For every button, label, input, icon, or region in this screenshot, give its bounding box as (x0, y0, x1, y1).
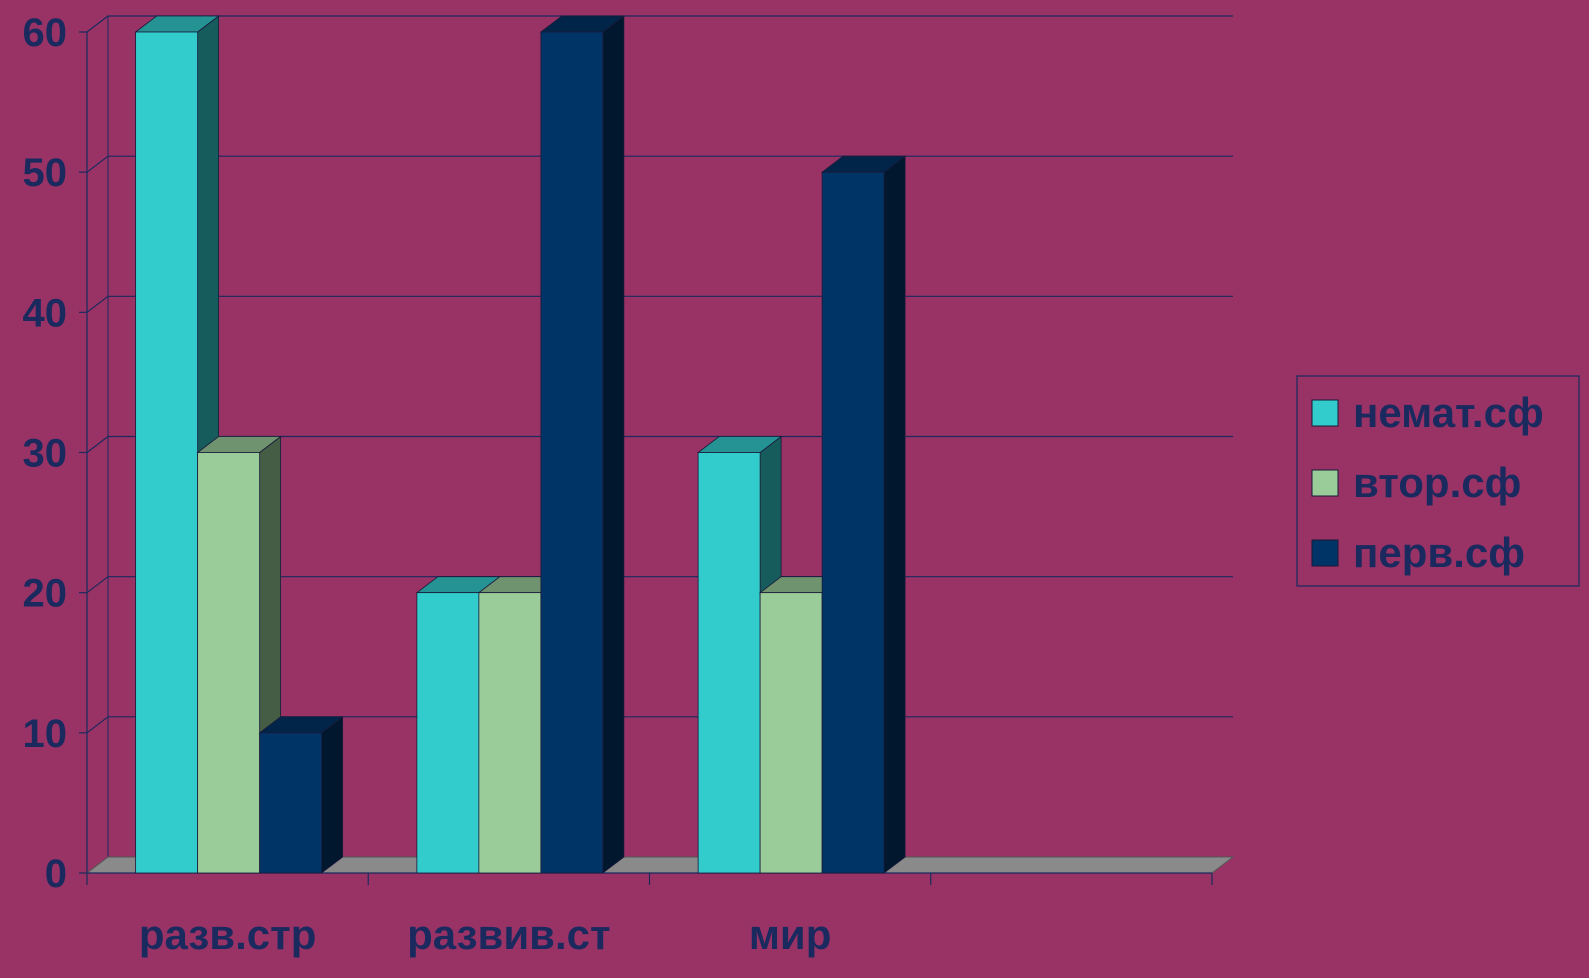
bar-front (540, 31, 604, 874)
x-axis-ticks: разв.стр развив.ст мир (86, 873, 1213, 958)
legend-box (1296, 375, 1580, 587)
bar-side (883, 155, 906, 874)
legend-swatch (1311, 469, 1339, 497)
bar-side (321, 716, 344, 874)
x-tick-label-1: развив.ст (407, 911, 610, 958)
bar-3-3 (820, 155, 907, 874)
bar-front (135, 31, 199, 874)
gridline-40 (86, 295, 1233, 313)
bar-1-3 (258, 716, 344, 874)
y-axis-ticks: 0 10 20 30 40 50 60 (23, 11, 87, 896)
bars (134, 15, 907, 874)
legend-item-1: немат.сф (1311, 389, 1544, 436)
legend-swatch (1311, 399, 1339, 427)
bar-front (759, 592, 823, 874)
x-tick-label-2: мир (749, 911, 832, 958)
legend-item-2: втор.сф (1311, 459, 1521, 506)
bar-side (602, 15, 625, 874)
y-tick-label-60: 60 (23, 11, 68, 55)
bar-front (197, 452, 261, 874)
bar-front (259, 732, 323, 874)
bar-front (697, 452, 761, 874)
bar-2-3 (539, 15, 626, 874)
bar-front (821, 171, 885, 874)
y-tick-label-40: 40 (23, 291, 68, 335)
y-tick-label-50: 50 (23, 151, 68, 195)
x-tick-label-0: разв.стр (139, 911, 316, 958)
legend-label: втор.сф (1353, 459, 1521, 506)
gridline-60 (86, 15, 1233, 33)
y-tick-label-0: 0 (45, 852, 67, 896)
legend-label: немат.сф (1353, 389, 1544, 436)
legend: немат.сф втор.сф перв.сф (1296, 375, 1580, 587)
legend-item-3: перв.сф (1311, 529, 1525, 576)
y-tick-label-30: 30 (23, 432, 68, 476)
gridlines (86, 15, 1233, 734)
bar-front (478, 592, 542, 874)
legend-label: перв.сф (1353, 529, 1525, 576)
y-tick-label-10: 10 (23, 712, 68, 756)
legend-swatch (1311, 539, 1339, 567)
y-tick-label-20: 20 (23, 572, 68, 616)
gridline-50 (86, 155, 1233, 173)
bar-front (416, 592, 480, 874)
